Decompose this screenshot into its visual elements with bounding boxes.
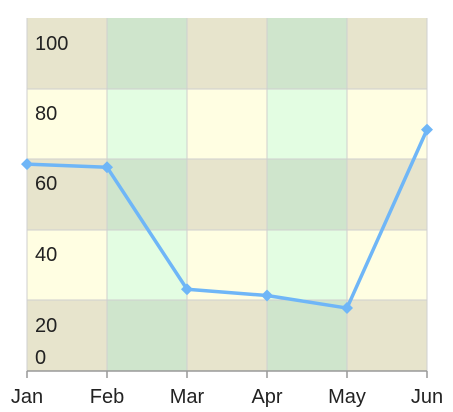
- band-r3-c3: [267, 230, 347, 300]
- y-tick-label: 0: [35, 347, 46, 369]
- band-r0-c1: [107, 18, 187, 89]
- band-r0-c3: [267, 18, 347, 89]
- band-r1-c2: [187, 89, 267, 159]
- gridlines: [26, 18, 428, 371]
- band-r3-c4: [347, 230, 427, 300]
- band-r2-c1: [107, 159, 187, 230]
- band-r2-c3: [267, 159, 347, 230]
- data-point-apr: [261, 289, 273, 302]
- band-r1-c1: [107, 89, 187, 159]
- y-tick-label: 40: [35, 244, 57, 266]
- x-axis: Jan Feb Mar Apr May Jun: [11, 370, 443, 408]
- band-r1-c3: [267, 89, 347, 159]
- x-tick-label: Jan: [11, 386, 43, 408]
- x-tick-label: Apr: [251, 386, 282, 408]
- band-r1-c0: [27, 89, 107, 159]
- band-r4-c1: [107, 300, 187, 371]
- band-r1-c4: [347, 89, 427, 159]
- data-point-jan: [21, 158, 33, 171]
- data-point-mar: [181, 283, 193, 296]
- band-r3-c0: [27, 230, 107, 300]
- band-r4-c3: [267, 300, 347, 371]
- band-r0-c2: [187, 18, 267, 89]
- band-r0-c0: [27, 18, 107, 89]
- band-r4-c2: [187, 300, 267, 371]
- data-point-jun: [421, 123, 433, 136]
- x-tick-label: Feb: [90, 386, 124, 408]
- y-tick-label: 60: [35, 173, 57, 195]
- y-tick-label: 20: [35, 315, 57, 337]
- y-tick-label: 100: [35, 33, 68, 55]
- x-tick-label: Mar: [170, 386, 205, 408]
- band-r4-c4: [347, 300, 427, 371]
- band-r2-c2: [187, 159, 267, 230]
- series-1: [21, 123, 433, 315]
- x-tick-label: May: [328, 386, 366, 408]
- data-point-feb: [101, 161, 113, 174]
- series-line: [26, 128, 429, 310]
- plot-background: [27, 18, 427, 371]
- data-point-may: [341, 302, 353, 315]
- x-tick-label: Jun: [411, 386, 443, 408]
- y-axis-tick-labels: 100 80 60 40 20 0: [35, 33, 68, 369]
- band-r4-c0: [27, 300, 107, 371]
- band-r2-c0: [27, 159, 107, 230]
- band-r3-c2: [187, 230, 267, 300]
- y-tick-label: 80: [35, 103, 57, 125]
- band-r3-c1: [107, 230, 187, 300]
- band-r0-c4: [347, 18, 427, 89]
